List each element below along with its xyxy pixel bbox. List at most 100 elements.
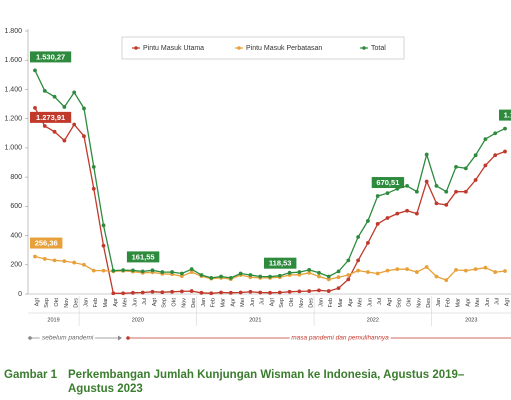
- x-tick-label: Sep: [279, 298, 285, 308]
- x-tick-label: Apr: [230, 298, 236, 307]
- data-point: [356, 258, 361, 263]
- legend-marker: [134, 46, 138, 50]
- data-point: [473, 153, 478, 158]
- x-tick-label: Apr: [348, 298, 354, 307]
- x-tick-label: Sep: [162, 298, 168, 308]
- caption-text: Perkembangan Jumlah Kunjungan Wisman ke …: [68, 369, 465, 395]
- data-point: [317, 270, 321, 275]
- data-point: [503, 149, 507, 154]
- data-point: [385, 191, 390, 196]
- data-point: [209, 276, 214, 280]
- y-tick-label: 1.400: [4, 86, 22, 93]
- data-point: [463, 189, 468, 194]
- data-point: [91, 164, 96, 169]
- data-point: [287, 289, 292, 294]
- data-point: [493, 153, 498, 158]
- data-point: [434, 274, 439, 279]
- x-tick-label: Jan: [201, 298, 207, 307]
- value-label: 118,53: [269, 259, 292, 268]
- data-point: [189, 289, 194, 293]
- value-label: 1.530,27: [36, 52, 65, 61]
- data-point: [228, 276, 233, 280]
- year-label: 2022: [367, 317, 379, 323]
- data-point: [405, 183, 409, 188]
- x-tick-label: Okt: [172, 298, 178, 307]
- data-point: [483, 163, 488, 168]
- data-point: [82, 262, 86, 267]
- data-point: [326, 277, 331, 282]
- data-point: [101, 243, 106, 248]
- data-point: [33, 254, 37, 259]
- data-point: [395, 267, 400, 272]
- data-point: [346, 273, 351, 277]
- x-tick-label: Nov: [416, 298, 422, 308]
- y-tick-label: 1.200: [4, 116, 22, 123]
- x-tick-label: Feb: [446, 298, 452, 307]
- y-tick-label: 200: [10, 262, 22, 269]
- data-point: [366, 219, 370, 223]
- y-tick-label: 0: [18, 291, 22, 298]
- data-point: [111, 291, 116, 296]
- x-tick-label: Des: [426, 298, 432, 308]
- data-point: [317, 274, 321, 279]
- x-tick-label: Feb: [93, 298, 99, 307]
- data-point: [111, 268, 116, 273]
- data-point: [385, 268, 390, 273]
- data-point: [179, 271, 184, 276]
- data-point: [101, 268, 106, 273]
- data-point: [121, 268, 126, 273]
- data-point: [483, 137, 488, 142]
- x-tick-label: Nov: [299, 298, 305, 308]
- data-point: [268, 274, 272, 279]
- data-point: [199, 290, 204, 295]
- y-tick-label: 1.800: [4, 28, 22, 35]
- x-tick-label: Feb: [328, 298, 334, 307]
- data-point: [444, 202, 449, 207]
- data-point: [238, 271, 243, 276]
- data-point: [42, 89, 47, 93]
- x-tick-label: Mei: [240, 298, 246, 307]
- year-label: 2021: [249, 317, 261, 323]
- value-label-box: [371, 177, 405, 189]
- year-label: 2023: [465, 317, 477, 323]
- data-point: [463, 268, 468, 273]
- x-tick-label: Apr: [113, 298, 119, 307]
- data-point: [414, 189, 419, 194]
- data-point: [160, 270, 165, 274]
- data-point: [121, 291, 126, 296]
- x-tick-label: Mei: [123, 298, 129, 307]
- data-point: [91, 186, 96, 191]
- value-label: 256,36: [35, 239, 58, 248]
- x-tick-label: Jan: [83, 298, 89, 307]
- data-point: [375, 194, 380, 198]
- data-point: [62, 138, 67, 143]
- x-tick-label: Mar: [338, 298, 344, 308]
- data-point: [170, 289, 174, 294]
- caption-number: Gambar 1: [4, 369, 58, 381]
- data-point: [395, 211, 400, 216]
- data-point: [150, 289, 155, 294]
- x-tick-label: Mar: [220, 298, 226, 308]
- data-point: [62, 259, 67, 264]
- data-point: [72, 122, 77, 127]
- data-point: [209, 291, 214, 296]
- x-tick-label: Okt: [289, 298, 295, 307]
- data-point: [473, 267, 478, 272]
- x-tick-label: Jul: [260, 298, 266, 305]
- data-point: [268, 290, 272, 295]
- series-line: [34, 70, 506, 279]
- x-tick-label: Jan: [318, 298, 324, 307]
- data-point: [170, 270, 174, 274]
- value-label-box: [30, 237, 63, 249]
- data-point: [131, 290, 135, 295]
- x-tick-label: Agt: [152, 298, 158, 307]
- data-point: [444, 189, 449, 194]
- value-label: 161,55: [132, 252, 155, 261]
- data-point: [434, 183, 439, 188]
- data-point: [414, 211, 419, 216]
- data-point: [326, 289, 331, 293]
- caption: Gambar 1 Perkembangan Jumlah Kunjungan W…: [4, 368, 509, 396]
- value-label: 670,51: [376, 178, 399, 187]
- data-point: [424, 179, 429, 184]
- data-point: [434, 201, 439, 206]
